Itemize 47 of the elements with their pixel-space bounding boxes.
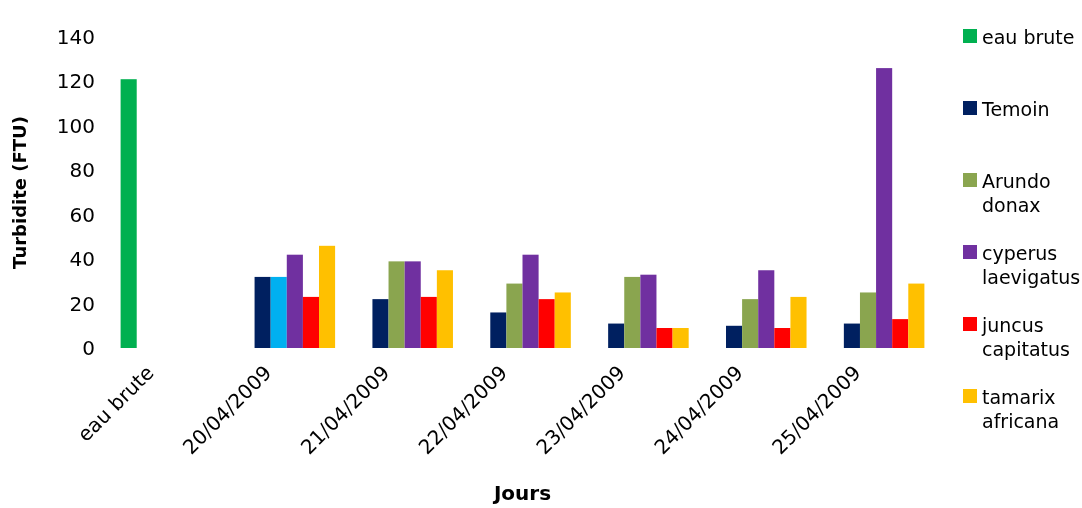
legend-label: Arundo donax (982, 169, 1051, 217)
bar (892, 319, 909, 348)
bar (372, 299, 389, 348)
bar (319, 245, 336, 348)
bar (270, 276, 287, 348)
bar (404, 261, 421, 348)
bar (302, 296, 319, 348)
bar (672, 328, 689, 348)
bar (640, 274, 657, 348)
bar (774, 328, 791, 348)
legend-label: eau brute (982, 25, 1075, 48)
bar (843, 323, 860, 348)
bar (624, 276, 641, 348)
bar (522, 254, 539, 348)
y-tick-label: 20 (69, 291, 95, 316)
bar (436, 270, 453, 348)
y-tick-label: 120 (56, 69, 95, 94)
bar (388, 261, 405, 348)
bar (420, 296, 437, 348)
bar (859, 292, 877, 348)
y-tick-label: 80 (69, 158, 95, 183)
bar (538, 299, 555, 348)
x-axis-title: Jours (491, 481, 552, 505)
bar (608, 323, 625, 348)
bar (758, 270, 775, 348)
y-tick-label: 140 (56, 25, 95, 49)
bar (876, 68, 893, 348)
bar (490, 312, 507, 348)
bar (120, 79, 137, 348)
y-axis-title: Turbidite (FTU) (9, 116, 30, 269)
legend-label: cyperus laevigatus (982, 241, 1081, 289)
legend-label: tamarix africana (982, 385, 1060, 433)
y-tick-label: 100 (56, 113, 95, 138)
bar (908, 283, 925, 348)
bar (790, 296, 807, 348)
legend-label: Temoin (981, 97, 1050, 120)
bar (742, 299, 759, 348)
y-tick-label: 60 (69, 202, 95, 227)
bar (726, 325, 743, 348)
y-tick-label: 0 (82, 336, 95, 360)
bar (254, 276, 271, 348)
legend-label: juncus capitatus (981, 313, 1070, 361)
y-tick-label: 40 (69, 247, 95, 272)
bar (506, 283, 523, 348)
bar (656, 328, 673, 348)
bar (286, 254, 303, 348)
bar (554, 292, 571, 348)
